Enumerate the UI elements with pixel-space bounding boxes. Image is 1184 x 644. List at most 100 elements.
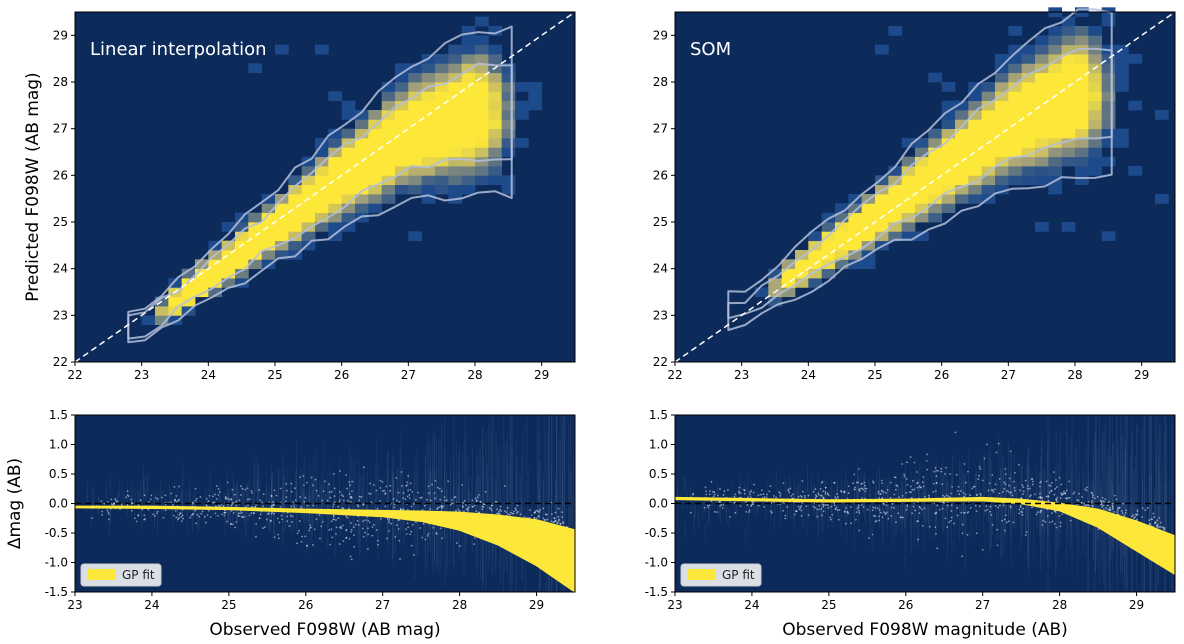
data-point (419, 527, 422, 529)
data-point (463, 499, 466, 502)
y-tick-label: 0.5 (649, 467, 668, 481)
density-cell (235, 222, 249, 232)
data-point (944, 473, 946, 475)
data-point (110, 498, 113, 501)
density-cell (1048, 166, 1063, 176)
data-point (1010, 491, 1013, 493)
data-point (719, 488, 721, 490)
data-point (461, 506, 464, 509)
data-point (443, 496, 446, 499)
data-point (1055, 479, 1057, 481)
data-point (100, 500, 103, 503)
data-point (335, 526, 338, 529)
data-point (408, 494, 411, 496)
data-point (406, 495, 409, 498)
data-point (941, 494, 944, 497)
density-cell (968, 147, 983, 158)
data-point (1136, 509, 1139, 511)
density-cell (1088, 166, 1103, 176)
data-point (890, 515, 893, 517)
data-point (857, 504, 860, 507)
density-cell (461, 138, 476, 148)
data-point (1011, 494, 1014, 497)
data-point (738, 491, 741, 494)
density-cell (1008, 44, 1023, 55)
density-cell (341, 184, 356, 195)
data-point (397, 518, 400, 521)
density-cell (1048, 156, 1063, 167)
density-cell (1035, 128, 1049, 139)
data-point (293, 487, 296, 490)
density-cell (475, 166, 489, 176)
density-cell (848, 194, 863, 204)
data-point (979, 492, 982, 495)
data-point (170, 492, 173, 495)
data-point (1156, 519, 1159, 522)
density-cell (808, 250, 823, 260)
density-cell (1008, 82, 1023, 92)
density-cell (461, 147, 476, 158)
data-point (800, 505, 802, 508)
density-cell (1048, 147, 1063, 158)
data-point (1111, 506, 1114, 509)
data-point (537, 515, 540, 517)
data-point (1134, 516, 1137, 518)
density-cell (208, 268, 223, 279)
density-cell (488, 166, 503, 176)
density-cell (461, 100, 476, 111)
density-cell (488, 128, 503, 139)
density-cell (448, 138, 463, 148)
data-point (803, 494, 806, 497)
data-point (833, 504, 836, 507)
density-cell (195, 259, 209, 270)
data-point (194, 499, 197, 502)
data-point (857, 467, 860, 470)
density-cell (248, 240, 263, 251)
data-point (362, 535, 365, 538)
data-point (915, 471, 918, 473)
data-point (854, 518, 857, 521)
data-point (1124, 512, 1127, 514)
data-point (1086, 486, 1088, 489)
data-point (905, 508, 908, 511)
density-cell (861, 240, 876, 251)
data-point (304, 535, 307, 538)
density-cell (515, 138, 529, 148)
data-point (934, 526, 937, 529)
data-point (1003, 529, 1006, 532)
data-point (379, 517, 382, 520)
data-point (1163, 528, 1166, 531)
density-cell (261, 250, 276, 260)
density-cell (888, 175, 903, 186)
density-cell (221, 222, 236, 232)
data-point (1006, 490, 1008, 492)
density-cell (835, 259, 849, 270)
x-tick-label: 28 (1067, 368, 1082, 382)
density-cell (915, 231, 929, 242)
data-point (938, 508, 941, 511)
data-point (1044, 521, 1047, 523)
density-cell (1021, 91, 1036, 102)
density-cell (981, 100, 996, 111)
data-point (1060, 492, 1063, 495)
data-point (1007, 490, 1010, 493)
data-point (440, 490, 443, 493)
density-cell (395, 156, 409, 167)
density-cell (421, 138, 436, 148)
data-point (1046, 515, 1049, 517)
density-cell (968, 166, 983, 176)
x-tick-label: 25 (267, 368, 282, 382)
data-point (1045, 495, 1048, 498)
density-cell (1008, 175, 1023, 186)
data-point (362, 466, 365, 469)
density-cell (421, 147, 436, 158)
data-point (921, 508, 923, 511)
data-point (338, 501, 341, 504)
density-cell (848, 203, 863, 214)
data-point (1073, 491, 1076, 494)
density-cell (315, 222, 329, 232)
density-cell (355, 212, 369, 223)
data-point (114, 497, 117, 500)
density-cell (368, 147, 383, 158)
data-point (882, 502, 885, 505)
